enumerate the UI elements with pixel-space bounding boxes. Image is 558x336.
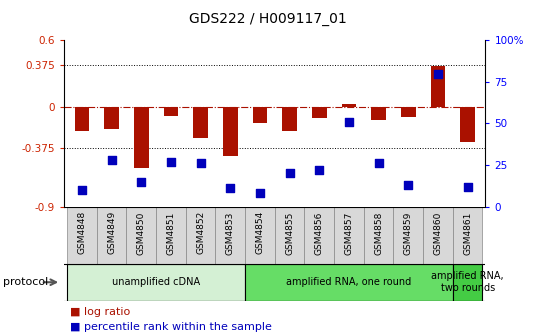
Bar	[104, 107, 119, 129]
Point	[463, 184, 472, 190]
Text: GSM4850: GSM4850	[137, 211, 146, 255]
Bar	[364, 207, 393, 264]
Bar	[453, 264, 483, 301]
Bar	[245, 264, 453, 301]
Bar	[312, 107, 327, 118]
Bar	[253, 107, 267, 124]
Bar	[67, 207, 97, 264]
Point	[315, 167, 324, 173]
Text: GSM4856: GSM4856	[315, 211, 324, 255]
Bar	[305, 207, 334, 264]
Point	[196, 161, 205, 166]
Point	[166, 159, 175, 164]
Bar	[371, 107, 386, 120]
Point	[404, 182, 413, 188]
Point	[78, 187, 86, 193]
Bar	[460, 107, 475, 142]
Text: GSM4855: GSM4855	[285, 211, 294, 255]
Bar	[423, 207, 453, 264]
Text: GSM4852: GSM4852	[196, 211, 205, 254]
Bar	[75, 107, 89, 131]
Point	[374, 161, 383, 166]
Text: GSM4848: GSM4848	[78, 211, 86, 254]
Text: GSM4854: GSM4854	[256, 211, 264, 254]
Bar	[127, 207, 156, 264]
Bar	[97, 207, 127, 264]
Text: GDS222 / H009117_01: GDS222 / H009117_01	[189, 12, 347, 26]
Bar	[341, 103, 357, 107]
Bar	[163, 107, 179, 116]
Text: GSM4858: GSM4858	[374, 211, 383, 255]
Bar	[275, 207, 305, 264]
Bar	[223, 107, 238, 156]
Text: amplified RNA, one round: amplified RNA, one round	[286, 277, 412, 287]
Bar	[193, 107, 208, 138]
Bar	[156, 207, 186, 264]
Bar	[453, 207, 483, 264]
Bar	[393, 207, 423, 264]
Text: GSM4860: GSM4860	[434, 211, 442, 255]
Point	[285, 171, 294, 176]
Text: ■ log ratio: ■ log ratio	[70, 307, 130, 317]
Text: GSM4851: GSM4851	[166, 211, 175, 255]
Bar	[67, 264, 245, 301]
Text: GSM4861: GSM4861	[463, 211, 472, 255]
Text: GSM4857: GSM4857	[344, 211, 353, 255]
Point	[107, 157, 116, 163]
Point	[226, 186, 235, 191]
Text: GSM4849: GSM4849	[107, 211, 116, 254]
Text: GSM4859: GSM4859	[404, 211, 413, 255]
Bar	[431, 66, 445, 107]
Text: GSM4853: GSM4853	[226, 211, 235, 255]
Bar	[134, 107, 149, 168]
Text: ■ percentile rank within the sample: ■ percentile rank within the sample	[70, 322, 272, 332]
Point	[434, 71, 442, 76]
Point	[137, 179, 146, 184]
Point	[344, 119, 353, 125]
Bar	[334, 207, 364, 264]
Bar	[401, 107, 416, 117]
Point	[256, 191, 264, 196]
Bar	[186, 207, 215, 264]
Text: unamplified cDNA: unamplified cDNA	[112, 277, 200, 287]
Text: amplified RNA,
two rounds: amplified RNA, two rounds	[431, 271, 504, 293]
Bar	[245, 207, 275, 264]
Bar	[282, 107, 297, 131]
Text: protocol: protocol	[3, 277, 48, 287]
Bar	[215, 207, 245, 264]
